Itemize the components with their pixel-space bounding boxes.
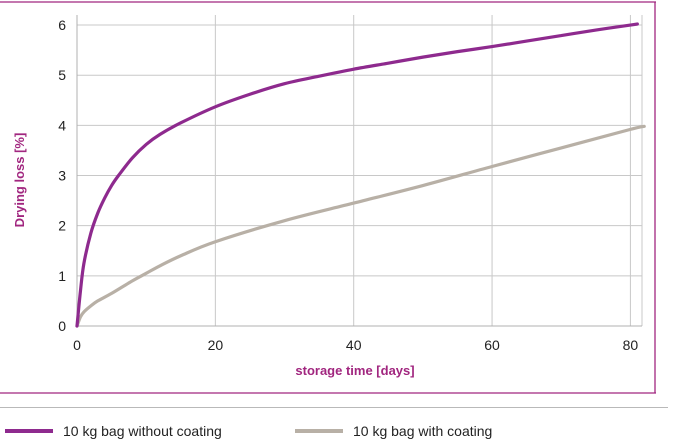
x-tick-label: 20 (208, 337, 224, 353)
legend-swatch (5, 429, 53, 433)
y-tick-label: 0 (58, 318, 66, 334)
y-tick-label: 1 (58, 268, 66, 284)
x-tick-label: 0 (73, 337, 81, 353)
y-tick-label: 2 (58, 218, 66, 234)
grid-layer (77, 15, 643, 326)
legend-item: 10 kg bag without coating (5, 423, 222, 439)
y-tick-label: 3 (58, 168, 66, 184)
series-line-1 (75, 124, 646, 328)
x-tick-label: 80 (623, 337, 639, 353)
legend: 10 kg bag without coating 10 kg bag with … (0, 423, 675, 445)
legend-swatch (295, 429, 343, 433)
x-tick-label: 40 (346, 337, 362, 353)
legend-label: 10 kg bag with coating (353, 423, 493, 439)
axis-layer (76, 15, 642, 327)
y-axis-label: Drying loss [%] (12, 133, 27, 228)
y-tick-label: 4 (58, 117, 66, 133)
legend-separator (0, 407, 668, 408)
y-tick-label: 6 (58, 17, 66, 33)
series-line-0 (75, 22, 639, 328)
x-tick-label: 60 (484, 337, 500, 353)
series-layer (75, 22, 646, 328)
legend-item: 10 kg bag with coating (295, 423, 492, 439)
x-axis-label: storage time [days] (295, 363, 414, 378)
y-tick-label: 5 (58, 67, 66, 83)
legend-label: 10 kg bag without coating (63, 423, 222, 439)
